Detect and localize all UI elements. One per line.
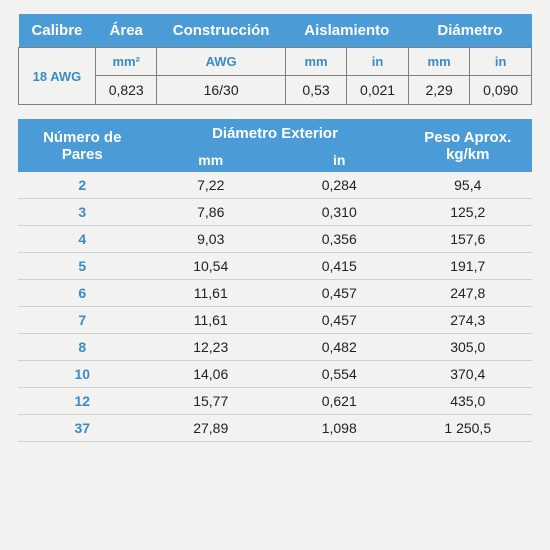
hdr-pares: Número de Pares: [18, 119, 147, 172]
cell-mm: 12,23: [147, 334, 276, 361]
table-row: 812,230,482305,0: [18, 334, 532, 361]
cell-in: 0,310: [275, 199, 404, 226]
cell-pares: 37: [18, 415, 147, 442]
table-row: 37,860,310125,2: [18, 199, 532, 226]
cell-pares: 2: [18, 172, 147, 199]
hdr-calibre: Calibre: [19, 14, 96, 48]
sub-dia-in: in: [470, 48, 532, 76]
hdr-aislamiento: Aislamiento: [285, 14, 408, 48]
table-row: 3727,891,0981 250,5: [18, 415, 532, 442]
cell-mm: 11,61: [147, 280, 276, 307]
val-constr-awg: 16/30: [157, 76, 285, 105]
cell-in: 0,415: [275, 253, 404, 280]
cell-in: 0,554: [275, 361, 404, 388]
cell-peso: 191,7: [404, 253, 533, 280]
cell-mm: 9,03: [147, 226, 276, 253]
cell-mm: 15,77: [147, 388, 276, 415]
table1-data-row: 0,823 16/30 0,53 0,021 2,29 0,090: [19, 76, 532, 105]
cell-in: 0,457: [275, 307, 404, 334]
table-row: 27,220,28495,4: [18, 172, 532, 199]
cell-mm: 7,86: [147, 199, 276, 226]
hdr-peso: Peso Aprox. kg/km: [404, 119, 533, 172]
row-label-18awg: 18 AWG: [19, 48, 96, 105]
table2-header-row: Número de Pares Diámetro Exterior Peso A…: [18, 119, 532, 148]
hdr-diametro: Diámetro: [408, 14, 531, 48]
cell-peso: 435,0: [404, 388, 533, 415]
val-area-mm2: 0,823: [95, 76, 157, 105]
cell-peso: 247,8: [404, 280, 533, 307]
cell-pares: 7: [18, 307, 147, 334]
cell-mm: 11,61: [147, 307, 276, 334]
sub-ais-in: in: [347, 48, 409, 76]
table1-header-row: Calibre Área Construcción Aislamiento Di…: [19, 14, 532, 48]
table-row: 611,610,457247,8: [18, 280, 532, 307]
sub-dia-mm: mm: [408, 48, 470, 76]
val-ais-mm: 0,53: [285, 76, 347, 105]
table1-subheader-row: 18 AWG mm² AWG mm in mm in: [19, 48, 532, 76]
table-row: 1215,770,621435,0: [18, 388, 532, 415]
cell-pares: 5: [18, 253, 147, 280]
cell-mm: 7,22: [147, 172, 276, 199]
table-row: 1014,060,554370,4: [18, 361, 532, 388]
spec-table-conductor: Calibre Área Construcción Aislamiento Di…: [18, 14, 532, 105]
hdr-dia-ext: Diámetro Exterior: [147, 119, 404, 148]
cell-in: 1,098: [275, 415, 404, 442]
sub-ext-mm: mm: [147, 148, 276, 172]
spec-table-pairs: Número de Pares Diámetro Exterior Peso A…: [18, 119, 532, 442]
val-ais-in: 0,021: [347, 76, 409, 105]
cell-pares: 12: [18, 388, 147, 415]
cell-mm: 10,54: [147, 253, 276, 280]
cell-peso: 157,6: [404, 226, 533, 253]
table-row: 49,030,356157,6: [18, 226, 532, 253]
hdr-area: Área: [95, 14, 157, 48]
cell-pares: 4: [18, 226, 147, 253]
cell-peso: 125,2: [404, 199, 533, 226]
cell-peso: 274,3: [404, 307, 533, 334]
cell-peso: 370,4: [404, 361, 533, 388]
val-dia-mm: 2,29: [408, 76, 470, 105]
sub-awg: AWG: [157, 48, 285, 76]
cell-pares: 3: [18, 199, 147, 226]
val-dia-in: 0,090: [470, 76, 532, 105]
cell-in: 0,284: [275, 172, 404, 199]
cell-in: 0,457: [275, 280, 404, 307]
table-row: 711,610,457274,3: [18, 307, 532, 334]
hdr-construccion: Construcción: [157, 14, 285, 48]
cell-pares: 6: [18, 280, 147, 307]
cell-in: 0,621: [275, 388, 404, 415]
cell-in: 0,356: [275, 226, 404, 253]
cell-peso: 1 250,5: [404, 415, 533, 442]
sub-mm2: mm²: [95, 48, 157, 76]
cell-peso: 95,4: [404, 172, 533, 199]
cell-pares: 10: [18, 361, 147, 388]
table-row: 510,540,415191,7: [18, 253, 532, 280]
sub-ais-mm: mm: [285, 48, 347, 76]
cell-peso: 305,0: [404, 334, 533, 361]
cell-mm: 14,06: [147, 361, 276, 388]
cell-in: 0,482: [275, 334, 404, 361]
cell-mm: 27,89: [147, 415, 276, 442]
sub-ext-in: in: [275, 148, 404, 172]
cell-pares: 8: [18, 334, 147, 361]
